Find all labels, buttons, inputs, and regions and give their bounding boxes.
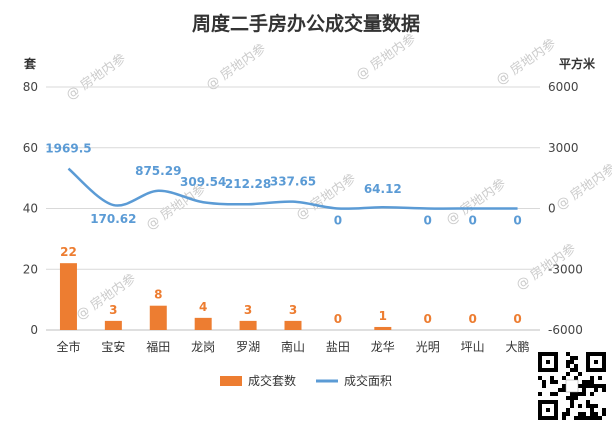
x-tick-label: 龙岗 — [191, 340, 215, 354]
bar-龙华 — [374, 326, 392, 330]
watermark-text: @ 房地内参 — [203, 41, 269, 94]
legend-bar-swatch — [220, 376, 242, 386]
bar-宝安 — [104, 320, 122, 330]
legend-label: 成交套数 — [248, 373, 296, 388]
left-tick-label: 80 — [23, 80, 38, 94]
bar-data-label: 22 — [60, 245, 77, 259]
bar-全市 — [59, 263, 77, 330]
bar-data-label: 3 — [289, 303, 297, 317]
legend[interactable]: 成交套数 成交面积 — [220, 373, 392, 388]
x-tick-label: 龙华 — [371, 340, 395, 354]
right-tick-label: 0 — [548, 202, 556, 216]
x-tick-label: 南山 — [281, 339, 305, 354]
bar-data-labels: 22 3 8 4 3 3 0 1 0 0 0 — [60, 245, 522, 326]
left-axis: 0 20 40 60 80 — [23, 80, 38, 337]
right-axis: -6000 -3000 0 3000 6000 — [548, 80, 583, 337]
bar-data-label: 0 — [513, 312, 521, 326]
x-tick-label: 宝安 — [101, 339, 125, 354]
bar-福田 — [149, 305, 167, 330]
watermark-text: @ 房地内参 — [73, 271, 139, 324]
left-tick-label: 40 — [23, 202, 38, 216]
line-成交面积 — [67, 167, 518, 210]
line-data-label: 0 — [424, 214, 432, 228]
line-data-label: 875.29 — [135, 164, 181, 178]
right-tick-label: -6000 — [548, 323, 583, 337]
line-data-label: 170.62 — [90, 212, 136, 226]
line-data-label: 64.12 — [364, 182, 402, 196]
right-tick-label: 6000 — [548, 80, 579, 94]
left-axis-unit: 套 — [23, 56, 37, 71]
bar-data-label: 1 — [379, 309, 387, 323]
right-axis-unit: 平方米 — [559, 56, 596, 71]
chart-title: 周度二手房办公成交量数据 — [192, 12, 420, 35]
bar-data-label: 3 — [244, 303, 252, 317]
line-data-label: 0 — [513, 214, 521, 228]
line-data-label: 212.28 — [225, 177, 271, 191]
left-tick-label: 20 — [23, 262, 38, 276]
x-tick-label: 罗湖 — [236, 339, 260, 354]
x-axis: 全市 宝安 福田 龙岗 罗湖 南山 盐田 龙华 光明 坪山 大鹏 — [56, 339, 529, 354]
bar-data-label: 8 — [154, 288, 162, 302]
line-data-label: 337.65 — [270, 175, 316, 189]
x-tick-label: 光明 — [416, 340, 440, 354]
line-data-label: 1969.5 — [45, 142, 91, 156]
right-tick-label: -3000 — [548, 262, 583, 276]
bar-data-label: 3 — [109, 303, 117, 317]
bar-data-label: 4 — [199, 300, 207, 314]
watermark-text: @ 房地内参 — [63, 51, 129, 104]
line-data-label: 309.54 — [180, 175, 226, 189]
bar-南山 — [284, 320, 302, 330]
x-tick-label: 福田 — [146, 339, 170, 354]
qr-code-icon — [536, 350, 608, 422]
watermark-text: @ 房地内参 — [553, 161, 612, 214]
bar-罗湖 — [239, 320, 257, 330]
legend-label: 成交面积 — [344, 373, 392, 388]
watermark-text: @ 房地内参 — [353, 31, 419, 84]
left-tick-label: 60 — [23, 141, 38, 155]
line-data-label: 0 — [334, 214, 342, 228]
bar-series — [59, 263, 392, 330]
line-series — [67, 167, 518, 210]
x-tick-label: 全市 — [56, 339, 80, 354]
x-tick-label: 坪山 — [461, 340, 485, 354]
x-tick-label: 盐田 — [326, 340, 350, 354]
bar-data-label: 0 — [468, 312, 476, 326]
bar-龙岗 — [194, 317, 212, 330]
bar-data-label: 0 — [334, 312, 342, 326]
line-data-label: 0 — [468, 214, 476, 228]
bar-data-label: 0 — [424, 312, 432, 326]
right-tick-label: 3000 — [548, 141, 579, 155]
x-tick-label: 大鹏 — [506, 340, 530, 354]
left-tick-label: 0 — [30, 323, 38, 337]
